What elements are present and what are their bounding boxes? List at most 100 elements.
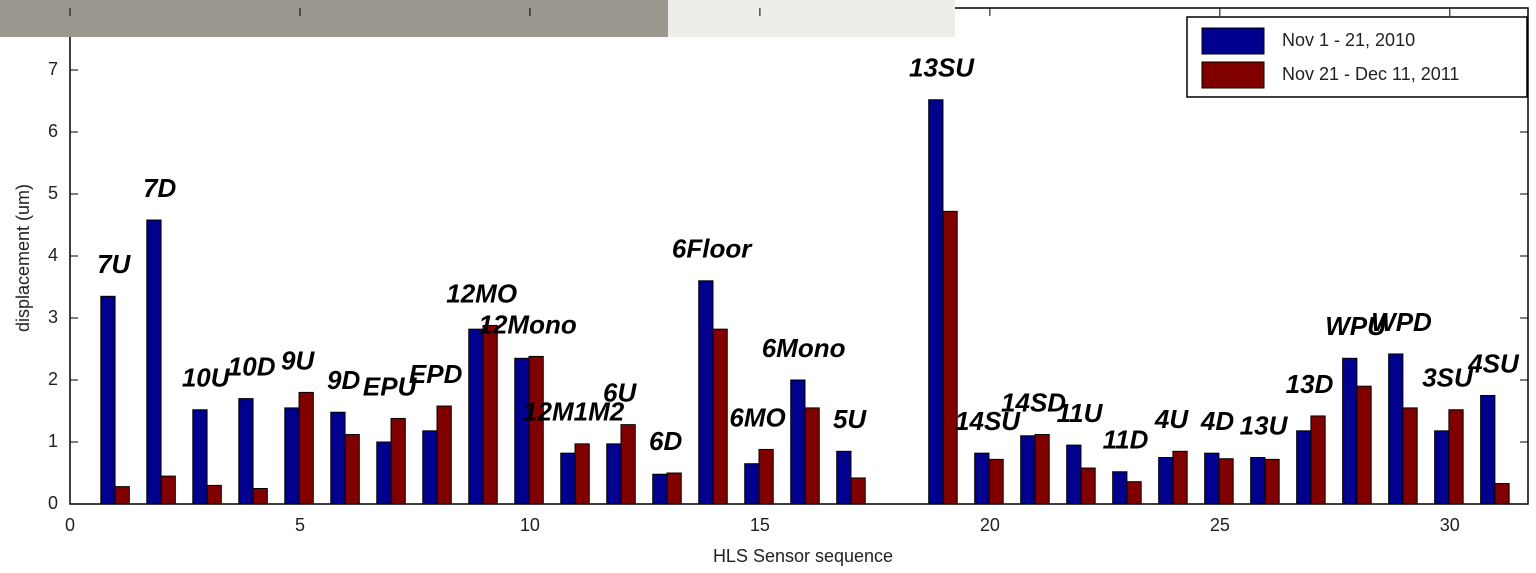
bar bbox=[1021, 436, 1035, 504]
bar-label: 6MO bbox=[729, 402, 785, 432]
bar bbox=[837, 451, 851, 504]
bar bbox=[1081, 468, 1095, 504]
bar-label: WPD bbox=[1371, 307, 1432, 337]
x-tick-label: 30 bbox=[1440, 515, 1460, 535]
photo-overlay bbox=[0, 0, 668, 37]
bar-label: 6U bbox=[603, 378, 637, 408]
bar-label: 4SU bbox=[1467, 348, 1520, 378]
bar bbox=[377, 442, 391, 504]
legend-label: Nov 21 - Dec 11, 2011 bbox=[1282, 64, 1459, 84]
bar-label: EPD bbox=[409, 359, 463, 389]
bar bbox=[391, 418, 405, 504]
bar bbox=[667, 473, 681, 504]
bar bbox=[851, 478, 865, 504]
y-tick-label: 3 bbox=[48, 307, 58, 327]
bar bbox=[1159, 458, 1173, 505]
bar bbox=[943, 211, 957, 504]
bar bbox=[607, 444, 621, 504]
bar bbox=[1219, 459, 1233, 504]
bar bbox=[1265, 459, 1279, 504]
bar bbox=[1067, 445, 1081, 504]
bar bbox=[699, 281, 713, 504]
bar-label: 12MO bbox=[446, 278, 517, 308]
bar bbox=[653, 474, 667, 504]
bar bbox=[929, 100, 943, 504]
x-tick-label: 15 bbox=[750, 515, 770, 535]
bar-label: 12Mono bbox=[479, 309, 577, 339]
legend-swatch bbox=[1202, 62, 1264, 88]
bar bbox=[331, 412, 345, 504]
bar bbox=[805, 408, 819, 504]
bar bbox=[483, 325, 497, 504]
y-tick-label: 5 bbox=[48, 183, 58, 203]
bar bbox=[1113, 472, 1127, 504]
bar-label: 13D bbox=[1286, 369, 1334, 399]
bar-label: 7U bbox=[97, 249, 131, 279]
bar bbox=[621, 425, 635, 504]
bar-label: 5U bbox=[833, 404, 867, 434]
y-tick-label: 2 bbox=[48, 369, 58, 389]
bar bbox=[1403, 408, 1417, 504]
x-axis-label: HLS Sensor sequence bbox=[713, 546, 893, 566]
bar bbox=[207, 485, 221, 504]
bar-label: 6Floor bbox=[672, 234, 753, 264]
bar bbox=[529, 356, 543, 504]
bar bbox=[515, 358, 529, 504]
x-tick-label: 20 bbox=[980, 515, 1000, 535]
y-axis-label: displacement (um) bbox=[13, 184, 33, 332]
bar bbox=[1173, 451, 1187, 504]
bar-label: 13SU bbox=[909, 53, 975, 83]
bar bbox=[989, 459, 1003, 504]
bar bbox=[115, 487, 129, 504]
legend-label: Nov 1 - 21, 2010 bbox=[1282, 30, 1415, 50]
bar bbox=[161, 476, 175, 504]
bar bbox=[423, 431, 437, 504]
bar bbox=[745, 464, 759, 504]
bar-label: 10D bbox=[228, 351, 276, 381]
bar bbox=[1297, 431, 1311, 504]
bar bbox=[285, 408, 299, 504]
legend-swatch bbox=[1202, 28, 1264, 54]
bar-label: 7D bbox=[143, 173, 176, 203]
x-tick-label: 0 bbox=[65, 515, 75, 535]
x-tick-label: 10 bbox=[520, 515, 540, 535]
y-tick-label: 6 bbox=[48, 121, 58, 141]
y-tick-label: 1 bbox=[48, 431, 58, 451]
bar bbox=[1251, 458, 1265, 505]
y-tick-label: 7 bbox=[48, 59, 58, 79]
bar bbox=[239, 399, 253, 504]
bar-label: 11U bbox=[1057, 398, 1104, 428]
y-tick-label: 4 bbox=[48, 245, 58, 265]
bar bbox=[575, 444, 589, 504]
bar-label: 9U bbox=[281, 345, 315, 375]
bar bbox=[1357, 386, 1371, 504]
bar bbox=[713, 329, 727, 504]
x-tick-label: 5 bbox=[295, 515, 305, 535]
bar bbox=[1127, 482, 1141, 504]
page: HLS Sensor sequence displacement (um) 0 1… bbox=[0, 0, 1536, 573]
bar bbox=[1481, 396, 1495, 505]
bar bbox=[147, 220, 161, 504]
bar bbox=[1449, 410, 1463, 504]
bar bbox=[101, 296, 115, 504]
bar bbox=[1495, 484, 1509, 504]
bar bbox=[1435, 431, 1449, 504]
bar bbox=[437, 406, 451, 504]
bar bbox=[975, 453, 989, 504]
bar bbox=[345, 435, 359, 504]
bar bbox=[299, 392, 313, 504]
x-tick-label: 25 bbox=[1210, 515, 1230, 535]
bar-label: 6Mono bbox=[762, 333, 846, 363]
bar bbox=[1311, 416, 1325, 504]
bar bbox=[1343, 358, 1357, 504]
bar bbox=[791, 380, 805, 504]
y-tick-label: 0 bbox=[48, 493, 58, 513]
bar bbox=[1035, 435, 1049, 504]
bar-label: 6D bbox=[649, 426, 682, 456]
bar bbox=[193, 410, 207, 504]
bar-label: 4D bbox=[1200, 406, 1234, 436]
bar-label: 3SU bbox=[1422, 363, 1474, 393]
bar-label: 13U bbox=[1240, 410, 1289, 440]
bar bbox=[469, 329, 483, 504]
bar-label: 10U bbox=[182, 363, 231, 393]
